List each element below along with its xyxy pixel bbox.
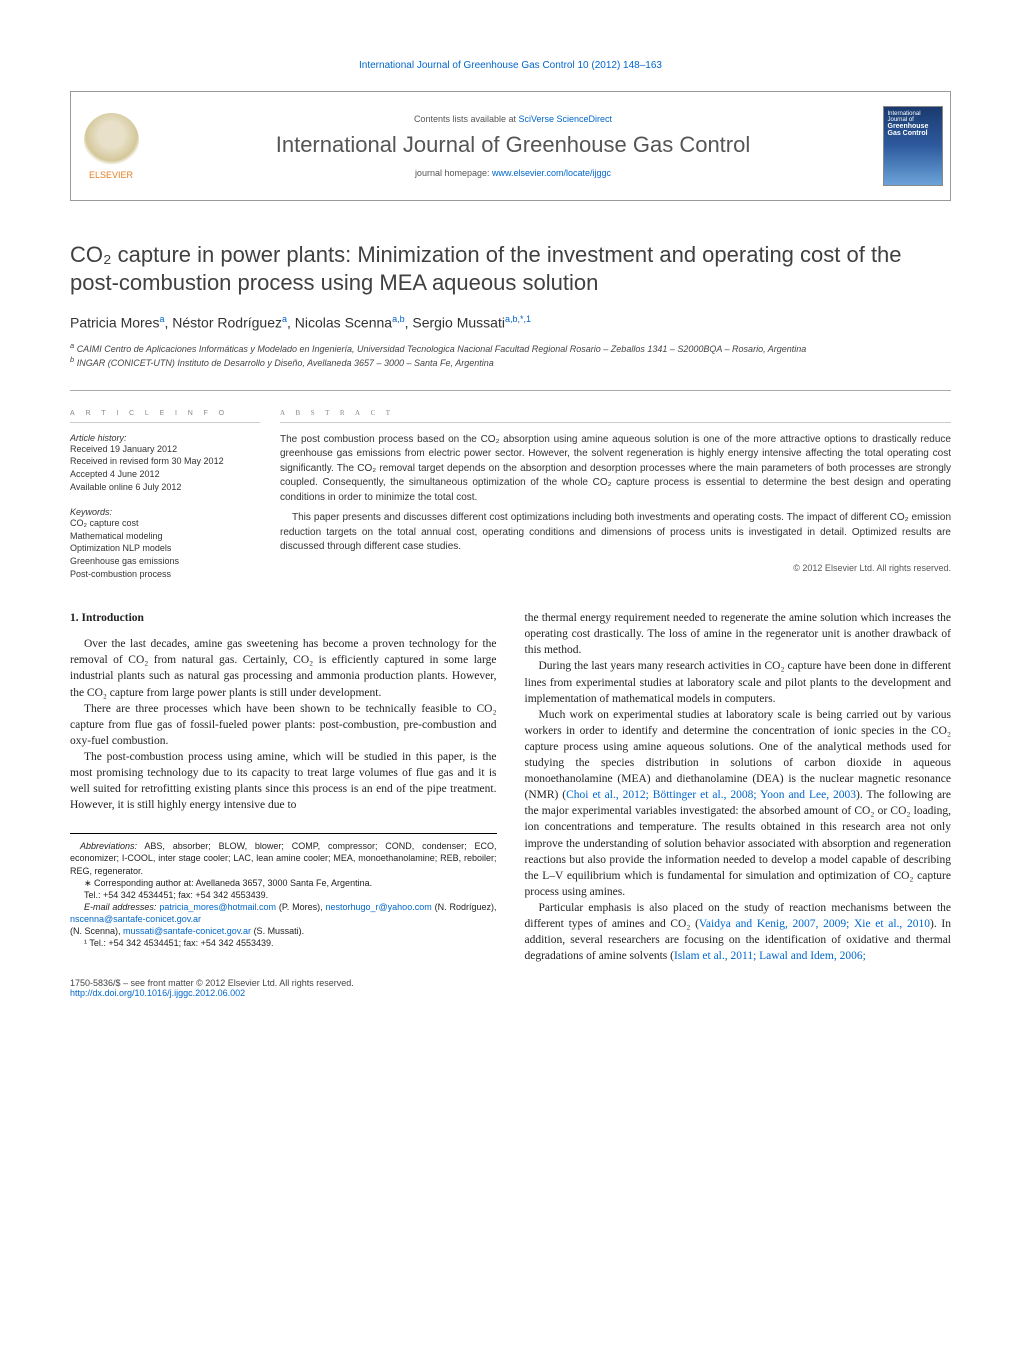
abstract-column: a b s t r a c t The post combustion proc… (280, 407, 951, 580)
email-link[interactable]: mussati@santafe-conicet.gov.ar (123, 926, 251, 936)
abstract-label: a b s t r a c t (280, 407, 951, 423)
affiliation-a: a CAIMI Centro de Aplicaciones Informáti… (70, 341, 951, 356)
abstract-paragraph: This paper presents and discusses differ… (280, 511, 951, 555)
homepage-link[interactable]: www.elsevier.com/locate/ijggc (492, 168, 611, 178)
abbrev-label: Abbreviations: (80, 841, 137, 851)
affiliations: a CAIMI Centro de Aplicaciones Informáti… (70, 341, 951, 370)
body-paragraph: There are three processes which have bee… (70, 701, 497, 749)
cover-text-main: Greenhouse Gas Control (888, 123, 938, 137)
tel-note: ¹ Tel.: +54 342 4534451; fax: +54 342 45… (70, 937, 497, 949)
article-info-label: a r t i c l e i n f o (70, 407, 260, 423)
front-matter-line: 1750-5836/$ – see front matter © 2012 El… (70, 978, 951, 998)
sciencedirect-link[interactable]: SciVerse ScienceDirect (519, 114, 613, 124)
keyword-item: Mathematical modeling (70, 530, 260, 543)
email-link[interactable]: nscenna@santafe-conicet.gov.ar (70, 914, 201, 924)
corresponding-author: ∗ Corresponding author at: Avellaneda 36… (70, 877, 497, 889)
history-item: Available online 6 July 2012 (70, 481, 260, 494)
journal-cover-thumb: International Journal of Greenhouse Gas … (875, 92, 950, 200)
keyword-item: CO₂ capture cost (70, 517, 260, 530)
journal-header-center: Contents lists available at SciVerse Sci… (151, 92, 875, 200)
author-list: Patricia Moresa, Néstor Rodrígueza, Nico… (70, 314, 951, 331)
right-column: the thermal energy requirement needed to… (525, 610, 952, 964)
contents-available-line: Contents lists available at SciVerse Sci… (414, 114, 612, 124)
homepage-line: journal homepage: www.elsevier.com/locat… (415, 168, 611, 178)
journal-header-box: ELSEVIER Contents lists available at Sci… (70, 91, 951, 201)
publisher-name: ELSEVIER (89, 170, 133, 180)
keyword-item: Greenhouse gas emissions (70, 555, 260, 568)
corresponding-tel: Tel.: +54 342 4534451; fax: +54 342 4553… (70, 889, 497, 901)
cover-image: International Journal of Greenhouse Gas … (883, 106, 943, 186)
body-paragraph: Over the last decades, amine gas sweeten… (70, 636, 497, 700)
body-two-columns: 1. Introduction Over the last decades, a… (70, 610, 951, 964)
history-item: Received in revised form 30 May 2012 (70, 455, 260, 468)
email-link[interactable]: nestorhugo_r@yahoo.com (326, 902, 432, 912)
body-paragraph: Much work on experimental studies at lab… (525, 707, 952, 900)
publisher-logo-block: ELSEVIER (71, 92, 151, 200)
journal-title: International Journal of Greenhouse Gas … (276, 132, 751, 158)
body-paragraph: The post-combustion process using amine,… (70, 749, 497, 813)
email-label: E-mail addresses: (84, 902, 156, 912)
email-link[interactable]: patricia_mores@hotmail.com (159, 902, 276, 912)
doi-link[interactable]: http://dx.doi.org/10.1016/j.ijggc.2012.0… (70, 988, 245, 998)
section-1-heading: 1. Introduction (70, 610, 497, 626)
abstract-copyright: © 2012 Elsevier Ltd. All rights reserved… (280, 563, 951, 573)
history-item: Received 19 January 2012 (70, 443, 260, 456)
citation-link[interactable]: Islam et al., 2011; Lawal and Idem, 2006… (674, 950, 866, 962)
keyword-item: Optimization NLP models (70, 542, 260, 555)
contents-prefix: Contents lists available at (414, 114, 519, 124)
keywords-label: Keywords: (70, 507, 260, 517)
history-item: Accepted 4 June 2012 (70, 468, 260, 481)
history-label: Article history: (70, 433, 260, 443)
elsevier-tree-icon (84, 113, 139, 168)
homepage-prefix: journal homepage: (415, 168, 492, 178)
affiliation-b: b INGAR (CONICET-UTN) Instituto de Desar… (70, 355, 951, 370)
citation-link[interactable]: Vaidya and Kenig, 2007, 2009; Xie et al.… (699, 918, 930, 930)
footnotes-block: Abbreviations: ABS, absorber; BLOW, blow… (70, 833, 497, 949)
front-matter-text: 1750-5836/$ – see front matter © 2012 El… (70, 978, 354, 988)
left-column: 1. Introduction Over the last decades, a… (70, 610, 497, 964)
journal-reference-top: International Journal of Greenhouse Gas … (70, 60, 951, 71)
article-title: CO₂ capture in power plants: Minimizatio… (70, 241, 951, 296)
cover-text-top: International Journal of (888, 111, 938, 123)
body-paragraph: Particular emphasis is also placed on th… (525, 900, 952, 964)
body-paragraph: During the last years many research acti… (525, 658, 952, 706)
body-paragraph: the thermal energy requirement needed to… (525, 610, 952, 658)
article-info-column: a r t i c l e i n f o Article history: R… (70, 407, 280, 580)
citation-link[interactable]: Choi et al., 2012; Böttinger et al., 200… (566, 789, 856, 801)
email-addresses-line: E-mail addresses: patricia_mores@hotmail… (70, 901, 497, 937)
abbreviations-line: Abbreviations: ABS, absorber; BLOW, blow… (70, 840, 497, 876)
keyword-item: Post-combustion process (70, 568, 260, 581)
abstract-paragraph: The post combustion process based on the… (280, 433, 951, 506)
